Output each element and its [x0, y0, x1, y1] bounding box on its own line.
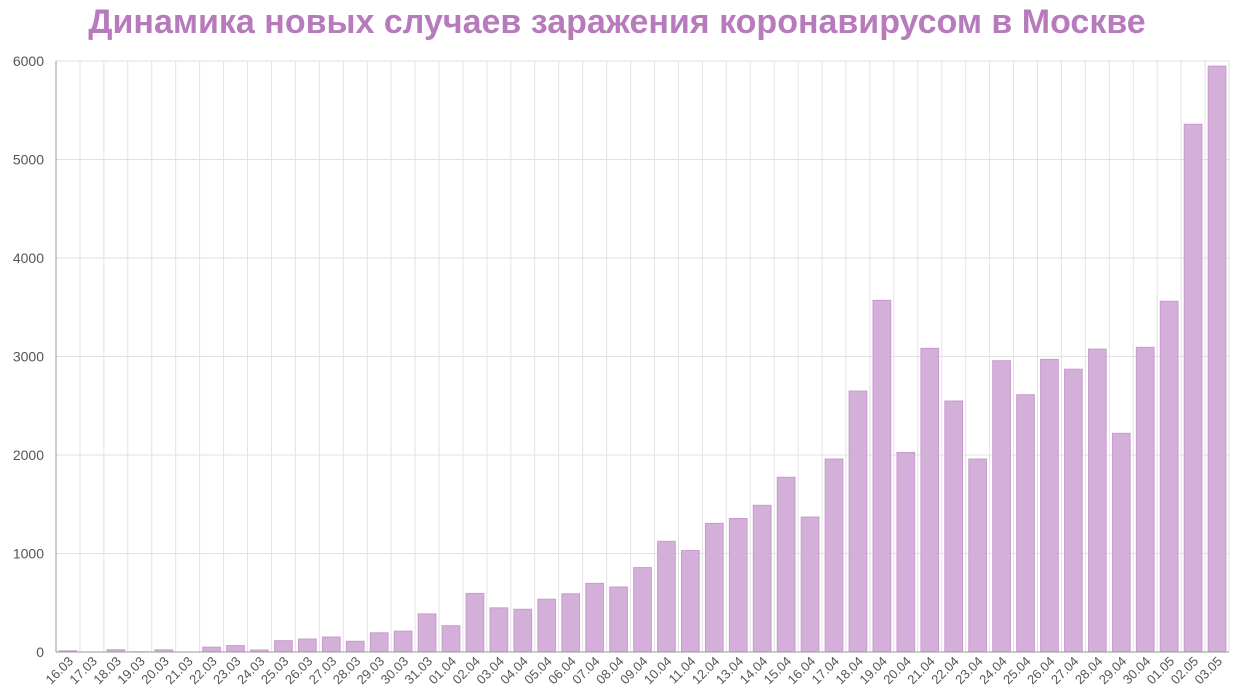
x-tick-label: 10.04	[641, 654, 675, 688]
bar-29.04	[1111, 432, 1131, 653]
bar-27.03	[321, 636, 341, 653]
y-tick-label: 3000	[13, 349, 44, 365]
bar-14.04	[752, 504, 772, 653]
axes	[55, 61, 1229, 653]
chart-title: Динамика новых случаев заражения коронав…	[88, 3, 1146, 41]
bar-20.04	[896, 451, 916, 653]
bar-26.04	[1040, 358, 1059, 653]
bar-05.04	[537, 598, 557, 653]
bar-24.04	[992, 360, 1011, 653]
bar-09.04	[633, 567, 652, 653]
x-tick-label: 03.05	[1192, 654, 1226, 688]
y-tick-labels: 0 1000 2000 3000 4000 5000 6000	[13, 53, 44, 660]
bar-11.04	[681, 550, 700, 653]
bar-30.04	[1135, 346, 1155, 653]
bar-06.04	[561, 593, 581, 653]
bar-12.04	[704, 522, 724, 653]
bar-03.05	[1207, 65, 1227, 653]
bar-27.04	[1064, 368, 1083, 653]
bar-19.04	[872, 299, 892, 653]
y-tick-label: 2000	[13, 447, 44, 463]
bar-03.04	[489, 607, 509, 653]
bar-01.04	[441, 625, 461, 653]
bar-07.04	[585, 582, 604, 653]
y-tick-label: 0	[36, 644, 44, 660]
bar-02.04	[465, 592, 485, 653]
y-tick-label: 6000	[13, 53, 44, 69]
y-tick-label: 1000	[13, 546, 44, 562]
y-tick-label: 4000	[13, 250, 44, 266]
bar-02.05	[1183, 123, 1203, 653]
bar-16.04	[800, 516, 820, 653]
bar-29.03	[369, 632, 389, 653]
bar-31.03	[417, 613, 437, 653]
bar-13.04	[728, 518, 748, 653]
bar-04.04	[513, 608, 533, 653]
y-tick-label: 5000	[13, 152, 44, 168]
bar-25.04	[1016, 394, 1035, 653]
bar-25.03	[274, 640, 293, 653]
bar-10.04	[657, 540, 676, 653]
bar-23.04	[968, 458, 988, 653]
bar-22.04	[944, 400, 964, 653]
bar-26.03	[297, 638, 317, 653]
bar-30.03	[393, 630, 413, 653]
bar-22.03	[202, 646, 221, 653]
bar-18.04	[848, 390, 868, 653]
bar-17.04	[824, 458, 844, 653]
gridlines	[55, 60, 1230, 653]
bar-01.05	[1159, 300, 1179, 653]
bar-08.04	[609, 586, 628, 653]
bar-28.03	[345, 640, 365, 653]
x-tick-labels: 16.0317.0318.0319.0320.0321.0322.0323.03…	[42, 654, 1225, 688]
bar-21.04	[920, 347, 940, 653]
bar-28.04	[1087, 348, 1107, 653]
bar-15.04	[776, 476, 796, 653]
bars	[58, 65, 1227, 653]
bar-23.03	[226, 645, 245, 653]
